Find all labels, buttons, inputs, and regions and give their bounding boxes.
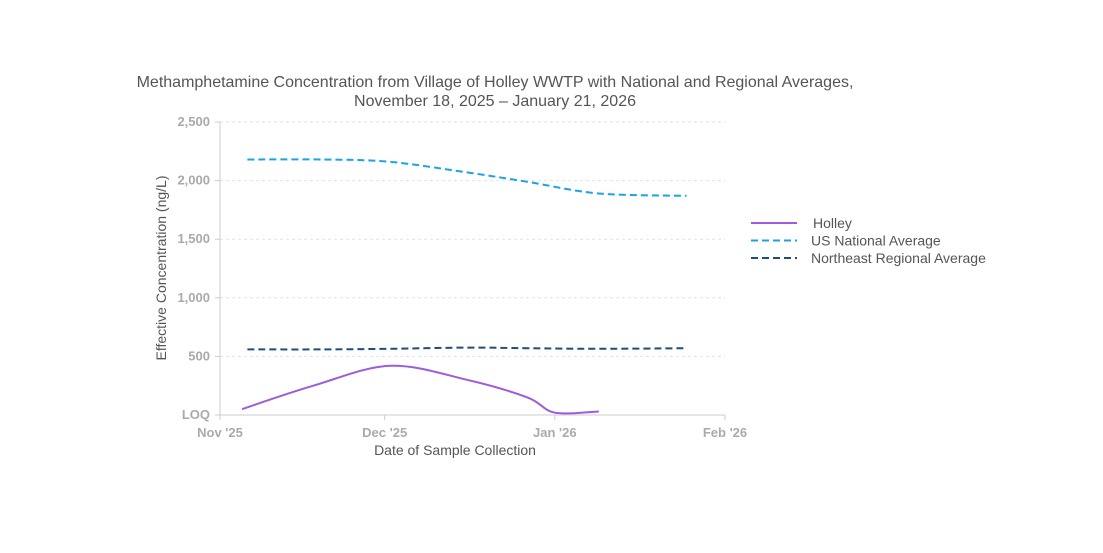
legend-label: US National Average [811, 233, 941, 249]
plot-area [241, 158, 687, 415]
y-tick-label: 2,000 [177, 173, 210, 188]
legend-label: Holley [813, 215, 852, 231]
y-tick-label: 500 [188, 348, 210, 363]
y-tick-label: LOQ [182, 407, 210, 422]
series-line-us-national-average [247, 158, 687, 197]
legend-item-holley: Holley [751, 215, 852, 231]
y-tick-label: 1,500 [177, 231, 210, 246]
y-tick-label: 1,000 [177, 290, 210, 305]
series-line-northeast-regional-average [247, 346, 687, 351]
gridlines [220, 121, 725, 357]
y-tick-label: 2,500 [177, 114, 210, 129]
axes: LOQ 500 1,000 1,500 2,000 2,500 Nov '25 Dec '25… [177, 114, 747, 440]
x-tick-label: Jan '26 [533, 425, 577, 440]
x-axis-label: Date of Sample Collection [374, 442, 536, 458]
legend-item-us-national-average: US National Average [751, 233, 941, 249]
x-tick-label: Dec '25 [362, 425, 407, 440]
chart-title-line-2: November 18, 2025 – January 21, 2026 [354, 93, 636, 110]
x-tick-label: Nov '25 [197, 425, 243, 440]
chart-title: Methamphetamine Concentration from Villa… [137, 74, 854, 110]
x-tick-label: Feb '26 [703, 425, 747, 440]
chart-title-line-1: Methamphetamine Concentration from Villa… [137, 74, 854, 91]
legend-label: Northeast Regional Average [811, 250, 986, 266]
series-line-holley [241, 364, 599, 415]
legend-item-northeast-regional-average: Northeast Regional Average [751, 250, 986, 266]
y-axis-label: Effective Concentration (ng/L) [153, 176, 169, 361]
